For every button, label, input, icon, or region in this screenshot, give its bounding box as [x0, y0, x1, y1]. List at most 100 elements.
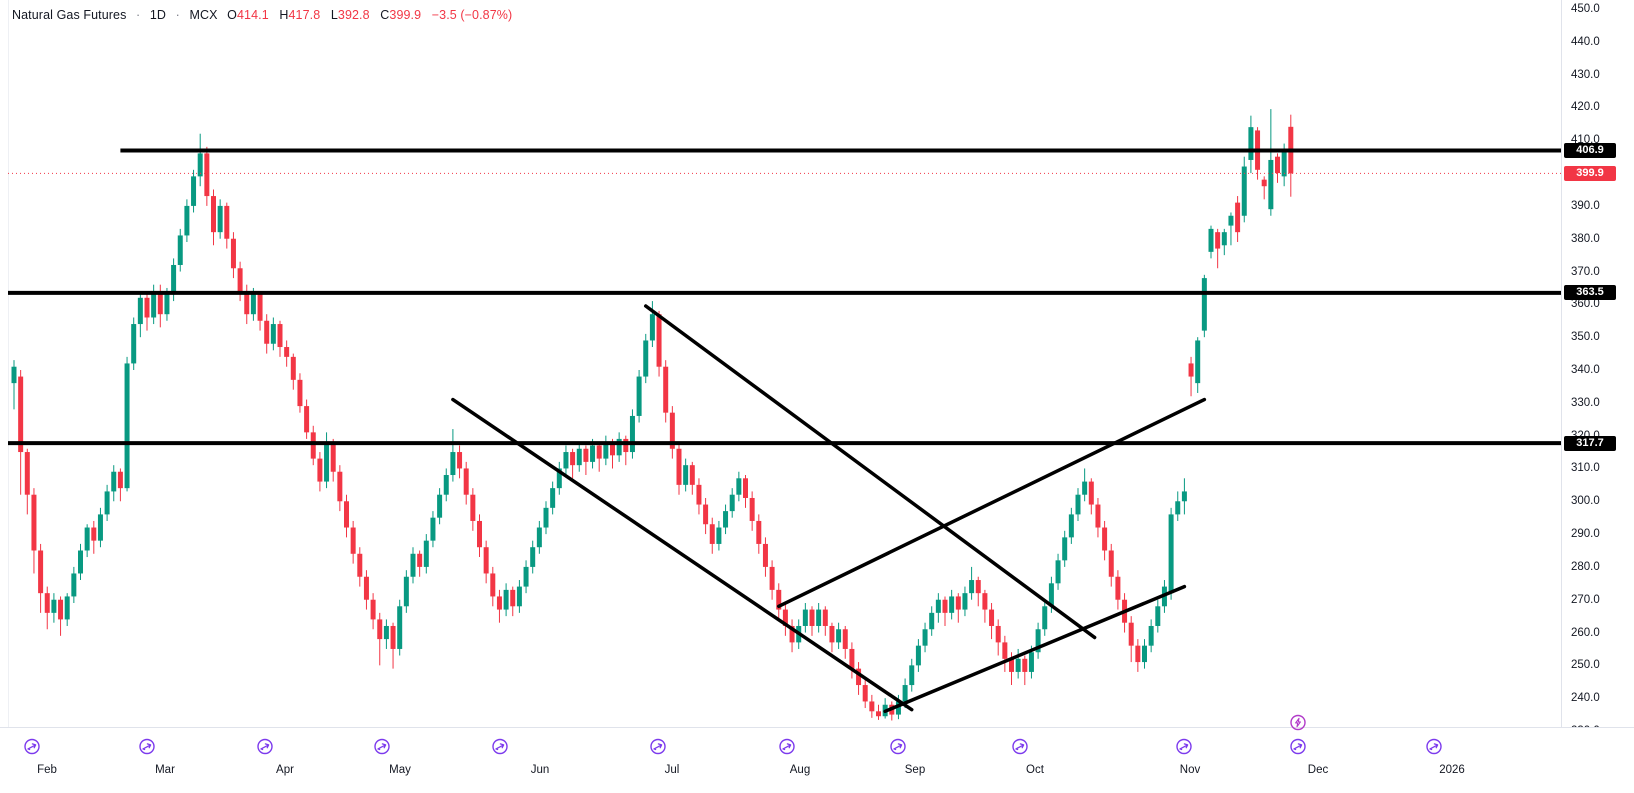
candle [536, 520, 542, 554]
month-label: May [389, 764, 411, 776]
price-axis[interactable]: 450.0440.0430.0420.0410.0400.0390.0380.0… [1561, 0, 1634, 737]
trendline[interactable] [451, 397, 914, 712]
contract-rollover-icon[interactable] [374, 738, 391, 755]
candle [922, 622, 928, 653]
exchange-label[interactable]: MCX [189, 8, 218, 22]
candle [962, 586, 968, 617]
candle [909, 658, 915, 692]
candle [18, 369, 24, 495]
close-value: C399.9 [380, 8, 422, 22]
candle [310, 425, 316, 466]
time-axis[interactable]: Feb Mar Apr May Jun Jul Aug Sep Oct Nov Dec 2026 [0, 727, 1634, 793]
contract-rollover-icon[interactable] [24, 738, 41, 755]
candle [949, 589, 955, 620]
contract-rollover-icon[interactable] [1290, 738, 1307, 755]
candle [729, 488, 735, 518]
candle [556, 461, 562, 495]
candle [1201, 274, 1207, 338]
candle [782, 603, 788, 636]
candlestick-chart[interactable] [0, 0, 1561, 727]
contract-rollover-icon[interactable] [1012, 738, 1029, 755]
month-label: Aug [789, 764, 811, 776]
candle [97, 507, 103, 548]
candle [277, 320, 283, 357]
candle [1175, 491, 1181, 521]
candle [477, 514, 482, 558]
candle [450, 429, 456, 482]
candle [802, 603, 808, 633]
contract-rollover-icon[interactable] [1176, 738, 1193, 755]
trendline[interactable] [644, 304, 1097, 640]
candle [71, 566, 77, 604]
price-tick-label: 450.0 [1571, 3, 1600, 15]
plot-left-border [8, 0, 9, 727]
candle [131, 317, 137, 370]
candle [1248, 115, 1254, 174]
level-price-label[interactable]: 406.9 [1564, 142, 1616, 158]
candle [1241, 156, 1247, 223]
candle [1002, 635, 1008, 672]
candle [403, 570, 409, 613]
candle [191, 169, 197, 213]
month-label: Jun [530, 764, 550, 776]
candle [51, 593, 57, 623]
candle [869, 694, 875, 718]
month-label: Jul [664, 764, 680, 776]
candle [1095, 497, 1101, 538]
level-price-label[interactable]: 317.7 [1564, 435, 1616, 451]
candle [204, 146, 210, 206]
interval-label[interactable]: 1D [149, 8, 167, 22]
contract-rollover-icon[interactable] [650, 738, 667, 755]
candle [856, 662, 862, 695]
candle [1168, 507, 1174, 600]
candle [550, 481, 556, 515]
candle [576, 442, 582, 472]
contract-rollover-icon[interactable] [492, 738, 509, 755]
lightning-icon[interactable] [1290, 714, 1307, 731]
candle [244, 284, 250, 325]
candle [91, 520, 97, 554]
contract-rollover-icon[interactable] [1426, 738, 1443, 755]
candle [1235, 196, 1241, 243]
candle [816, 603, 822, 633]
candle [457, 445, 463, 479]
candle [390, 622, 396, 669]
candle [117, 468, 123, 502]
candle [124, 356, 130, 492]
contract-rollover-icon[interactable] [257, 738, 274, 755]
candle [643, 333, 649, 384]
current-price-label[interactable]: 399.9 [1564, 165, 1616, 181]
candle [663, 360, 669, 423]
candle [184, 199, 190, 243]
candle [1142, 639, 1147, 669]
trendline[interactable] [883, 584, 1187, 714]
candle [676, 442, 682, 495]
candle [829, 622, 835, 653]
candle [915, 639, 921, 672]
price-tick-label: 270.0 [1571, 593, 1600, 606]
symbol-name[interactable]: Natural Gas Futures [12, 8, 127, 22]
contract-rollover-icon[interactable] [890, 738, 907, 755]
month-label: Mar [155, 764, 175, 776]
candle [822, 606, 828, 636]
candle [1221, 228, 1227, 256]
price-tick-label: 290.0 [1571, 528, 1600, 541]
candle [363, 570, 369, 610]
candle [337, 465, 343, 512]
level-price-label[interactable]: 363.5 [1564, 285, 1616, 301]
candle [1148, 619, 1154, 653]
month-label: Nov [1179, 764, 1201, 776]
open-value: O414.1 [227, 8, 269, 22]
contract-rollover-icon[interactable] [139, 738, 156, 755]
trendline[interactable] [777, 397, 1207, 609]
month-label: Sep [904, 764, 926, 776]
candle [1155, 599, 1161, 633]
candle [217, 199, 223, 239]
month-label: Feb [37, 764, 57, 776]
chart-canvas[interactable] [0, 0, 1561, 727]
candle [1215, 228, 1221, 269]
candle [383, 619, 389, 649]
candle [1042, 599, 1048, 636]
contract-rollover-icon[interactable] [779, 738, 796, 755]
candle [496, 589, 502, 623]
